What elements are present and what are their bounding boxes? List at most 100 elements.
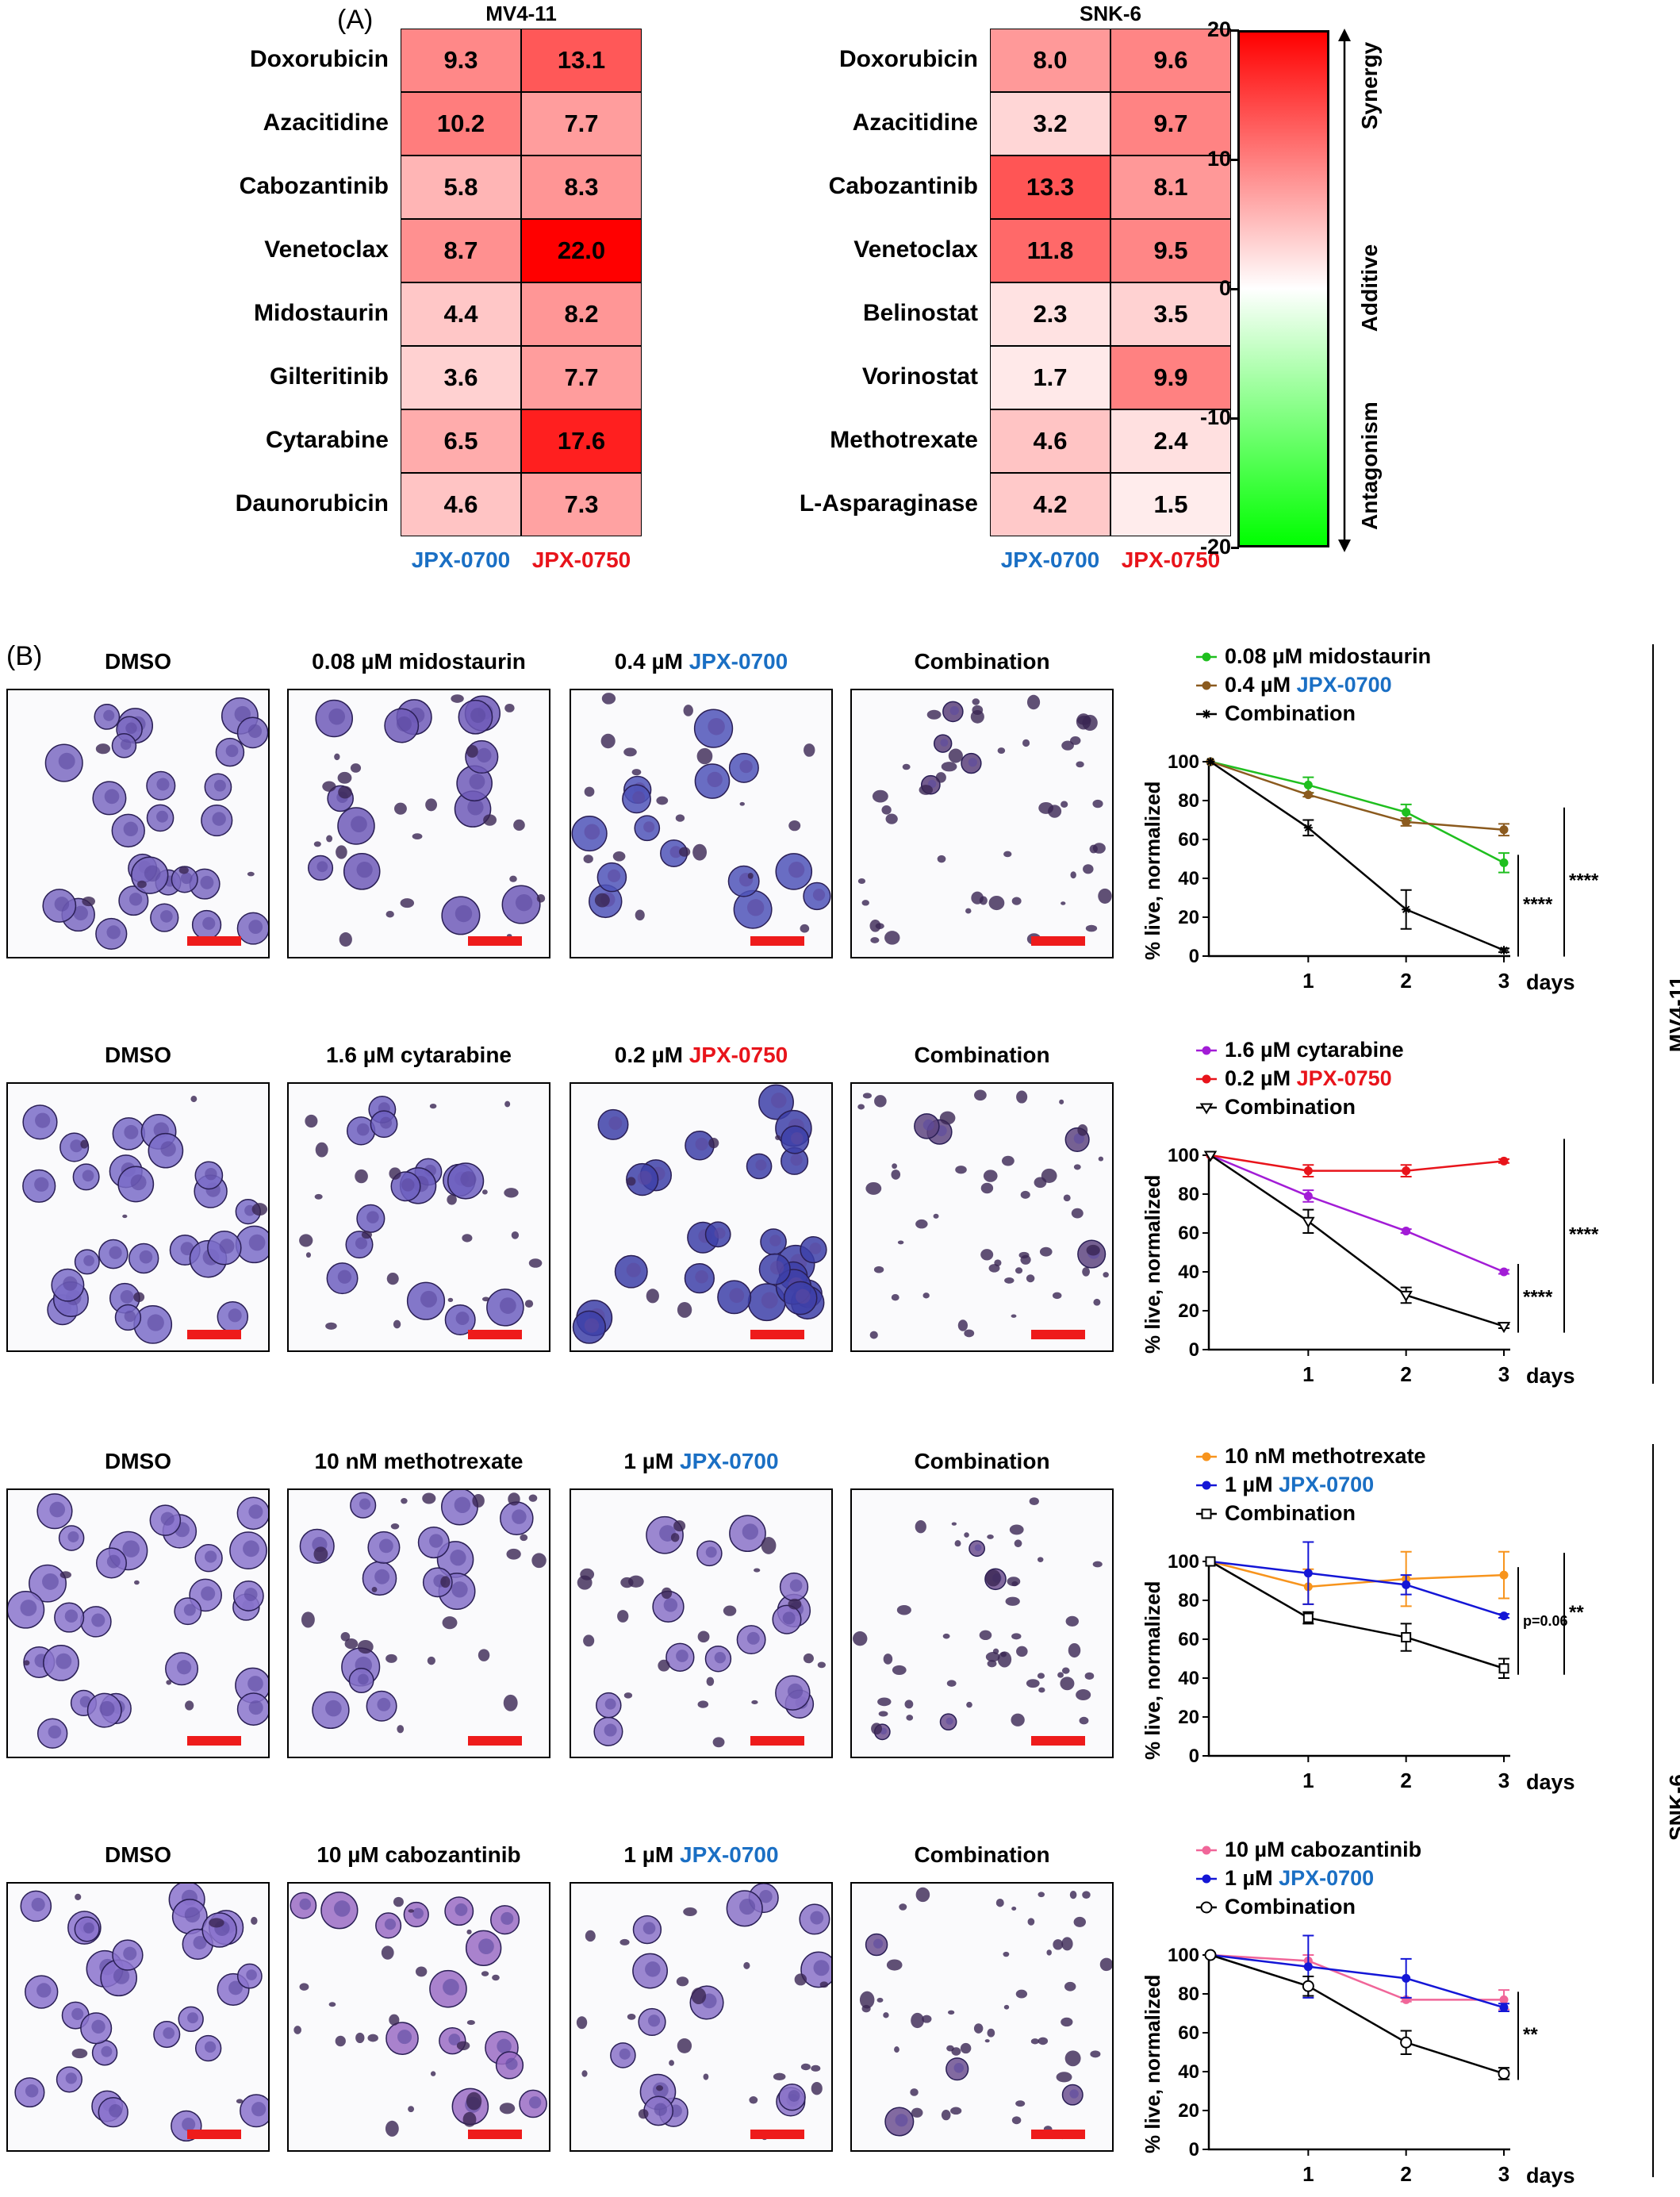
micrograph-title-part: Combination [914,649,1050,674]
data-point [1302,1612,1314,1623]
heatmap-cell: 3.2 [990,92,1110,156]
micrograph-title-part: 1.6 µM cytarabine [325,1043,512,1067]
heatmap-cell: 5.8 [401,156,521,219]
micrograph-image [576,1884,831,2141]
heatmap-drug-label: Venetoclax [264,236,389,263]
series [1206,1541,1509,1621]
data-point [1499,1995,1509,2004]
colorbar-tick [1231,417,1239,420]
significance-label: ** [1523,2024,1538,2045]
micrograph-title: 1 µM JPX-0700 [570,1842,833,1868]
micrograph-image [572,1084,827,1344]
legend-label-part: 1 µM [1225,1473,1279,1496]
significance-label: **** [1523,894,1553,916]
significance-label: **** [1569,870,1599,892]
micrograph-title: 1.6 µM cytarabine [287,1043,550,1068]
data-point [1303,1569,1313,1578]
scale-bar [187,1736,241,1746]
scale-bar [468,2130,522,2139]
heatmap-cell: 22.0 [521,219,642,282]
data-point [1202,709,1211,718]
micrograph-title: DMSO [6,1842,270,1868]
data-point [1202,1846,1211,1854]
line-chart: 0 20 40 60 80 100 1 2 3 days % live, normalized ***… [1141,1139,1599,1388]
micrograph-title: DMSO [6,1043,270,1068]
legend-entry: Combination [1195,701,1356,726]
series-line [1210,1560,1505,1617]
legend-label-part: 1 µM [1225,1866,1279,1890]
data-point [1202,1074,1211,1083]
x-tick-label: 3 [1498,2162,1509,2186]
x-tick-label: 1 [1302,2162,1314,2186]
x-axis-label: days [1526,2164,1575,2187]
x-tick-label: 1 [1302,969,1314,993]
heatmap-cell: 8.3 [521,156,642,219]
heatmap-cell: 7.3 [521,473,642,536]
heatmap-drug-label: Azacitidine [852,109,978,136]
data-point [1499,1611,1509,1621]
series-line [1210,1154,1505,1327]
micrograph-panel [287,1882,550,2152]
micrograph-title: 10 nM methotrexate [287,1449,550,1474]
x-axis-label: days [1526,970,1575,994]
micrograph-image [290,1892,547,2137]
x-tick-label: 2 [1400,1769,1411,1792]
series-line [1210,760,1505,831]
data-point [1402,1227,1411,1236]
data-point [1499,946,1509,955]
heatmap-cell: 6.5 [401,409,521,473]
scale-bar [1031,1330,1085,1339]
scale-bar [468,936,522,946]
y-tick-label: 60 [1178,1629,1199,1650]
micrograph-panel [570,1882,833,2152]
significance-label: p=0.06 [1523,1613,1568,1629]
colorbar-zone-additive: Additive [1357,244,1382,332]
heatmap-cell: 2.4 [1110,409,1231,473]
y-tick-label: 100 [1168,1945,1199,1966]
micrograph-title-part: Combination [914,1449,1050,1473]
snk-6-bracket [1652,1444,1654,2177]
series-line [1210,1953,1505,2075]
legend-swatch [1196,709,1217,718]
x-tick-label: 2 [1400,2162,1411,2186]
heatmap-column-label: JPX-0700 [411,547,511,572]
heatmap-grid: 8.0 9.6 3.2 9.7 13.3 8.1 11.8 9.5 2.3 3.5 1.7 9.9 4.… [990,29,1231,536]
micrograph-title: 0.4 µM JPX-0700 [570,649,833,674]
y-tick-label: 40 [1178,868,1199,889]
micrograph-title: 0.08 µM midostaurin [287,649,550,674]
scale-bar [1031,1736,1085,1746]
scale-bar [1031,936,1085,946]
data-point [1402,808,1411,817]
y-tick-label: 20 [1178,2100,1199,2122]
data-point [1199,1103,1214,1114]
micrograph-image [857,694,1112,945]
x-tick-label: 2 [1400,969,1411,993]
legend-swatch [1196,1452,1217,1461]
legend-entry: Combination [1195,1501,1356,1526]
series [1206,757,1509,837]
data-point [1303,790,1313,800]
legend-entry: 0.08 µM midostaurin [1195,644,1431,669]
heatmap-cell: 17.6 [521,409,642,473]
data-point [1402,1973,1411,1983]
scale-bar [750,1330,804,1339]
colorbar-tick-label: -10 [1199,405,1231,429]
heatmap-cell: 7.7 [521,92,642,156]
data-point [1400,2036,1413,2049]
legend-entry: 0.4 µM JPX-0700 [1195,673,1392,697]
heatmap-drug-label: Cabozantinib [239,173,389,199]
legend-swatch [1196,1046,1217,1054]
y-tick-label: 100 [1168,1551,1199,1573]
micrograph-image [571,693,831,943]
heatmap-cell: 2.3 [990,282,1110,346]
colorbar-tick-label: -20 [1199,535,1231,559]
heatmap-drug-label: Cabozantinib [828,173,978,199]
micrograph-image [853,1497,1103,1741]
micrograph-title: DMSO [6,649,270,674]
micrograph-title-part: DMSO [105,1043,171,1067]
data-point [1499,825,1509,835]
significance-label: **** [1569,1223,1599,1245]
legend-entry: 10 µM cabozantinib [1195,1838,1421,1862]
micrograph-panel [6,1082,270,1352]
micrograph-panel [6,1488,270,1758]
